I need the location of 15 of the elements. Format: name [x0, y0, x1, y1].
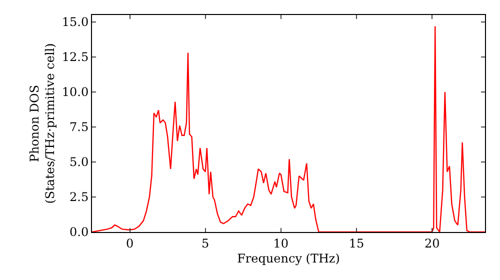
y-tick-label: 7.5: [70, 120, 89, 134]
x-tick-label: 5: [202, 236, 210, 250]
line-series: [92, 26, 485, 232]
y-tick-label: 15.0: [62, 15, 89, 30]
x-tick-label: 20: [424, 236, 440, 250]
x-axis-title: Frequency (THz): [237, 251, 340, 266]
x-tick-label: 10: [273, 236, 289, 250]
y-tick-label: 5.0: [70, 155, 89, 170]
y-tick-label: 0.0: [70, 225, 89, 240]
y-tick-label: 10.0: [62, 85, 89, 100]
y-tick-label: 12.5: [62, 50, 89, 64]
y-axis-title: Phonon DOS (States/THz·primitive cell): [28, 43, 58, 204]
y-tick-label: 2.5: [70, 190, 89, 204]
x-tick-label: 0: [126, 236, 134, 250]
x-tick-label: 15: [348, 236, 364, 250]
